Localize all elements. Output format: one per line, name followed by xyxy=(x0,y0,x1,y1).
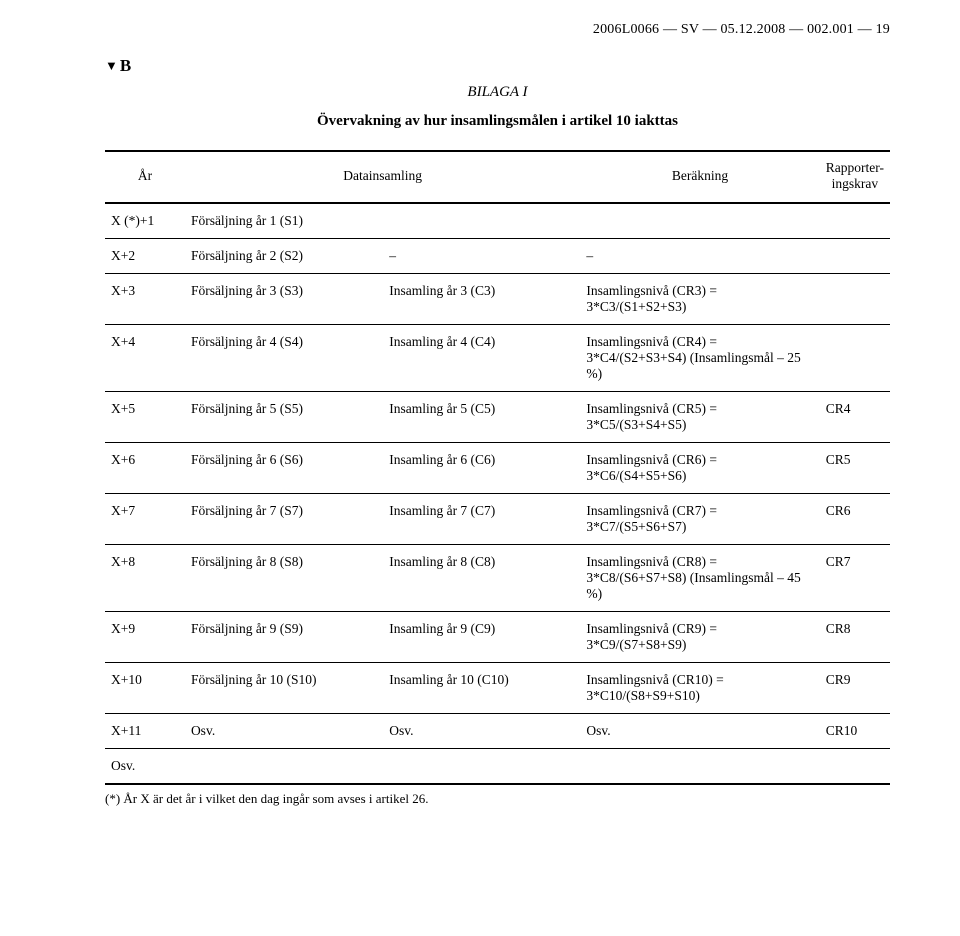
cell-dash: – xyxy=(383,239,580,274)
table-row: X+8 Försäljning år 8 (S8) Insamling år 8… xyxy=(105,545,890,612)
cell-report xyxy=(820,239,890,274)
table-row: X (*)+1 Försäljning år 1 (S1) xyxy=(105,203,890,239)
cell-data xyxy=(185,749,580,785)
cell-calc2: Insamlingsnivå (CR10) = 3*C10/(S8+S9+S10… xyxy=(580,663,819,714)
cell-year: X+11 xyxy=(105,714,185,749)
cell-calc2: Insamlingsnivå (CR7) = 3*C7/(S5+S6+S7) xyxy=(580,494,819,545)
table-row: Osv. xyxy=(105,749,890,785)
cell-data: Försäljning år 6 (S6) xyxy=(185,443,383,494)
table-row: X+10 Försäljning år 10 (S10) Insamling å… xyxy=(105,663,890,714)
cell-data: Försäljning år 8 (S8) xyxy=(185,545,383,612)
cell-year: X+10 xyxy=(105,663,185,714)
cell-dash: – xyxy=(580,239,819,274)
cell-report: CR10 xyxy=(820,714,890,749)
table-footnote: (*) År X är det år i vilket den dag ingå… xyxy=(105,785,890,807)
cell-calc2: Insamlingsnivå (CR5) = 3*C5/(S3+S4+S5) xyxy=(580,392,819,443)
cell-calc1: Insamling år 10 (C10) xyxy=(383,663,580,714)
cell-report xyxy=(820,274,890,325)
cell-calc2: Insamlingsnivå (CR8) = 3*C8/(S6+S7+S8) (… xyxy=(580,545,819,612)
cell-report: CR6 xyxy=(820,494,890,545)
cell-calc2: Insamlingsnivå (CR3) = 3*C3/(S1+S2+S3) xyxy=(580,274,819,325)
cell-year: X+8 xyxy=(105,545,185,612)
cell-report: CR4 xyxy=(820,392,890,443)
cell-report: CR5 xyxy=(820,443,890,494)
cell-data: Försäljning år 1 (S1) xyxy=(185,203,580,239)
cell-data: Försäljning år 7 (S7) xyxy=(185,494,383,545)
cell-year: X+3 xyxy=(105,274,185,325)
col-calc: Beräkning xyxy=(580,151,819,203)
page-title: Övervakning av hur insamlingsmålen i art… xyxy=(105,113,890,130)
cell-data: Försäljning år 5 (S5) xyxy=(185,392,383,443)
cell-calc xyxy=(580,749,819,785)
cell-year: X+2 xyxy=(105,239,185,274)
doc-reference: 2006L0066 — SV — 05.12.2008 — 002.001 — … xyxy=(105,22,890,38)
annex-label: BILAGA I xyxy=(105,84,890,101)
marker-letter: B xyxy=(120,56,131,75)
cell-data: Försäljning år 9 (S9) xyxy=(185,612,383,663)
table-row: X+2 Försäljning år 2 (S2) – – xyxy=(105,239,890,274)
table-row: X+3 Försäljning år 3 (S3) Insamling år 3… xyxy=(105,274,890,325)
table-row: X+5 Försäljning år 5 (S5) Insamling år 5… xyxy=(105,392,890,443)
cell-calc1: Insamling år 7 (C7) xyxy=(383,494,580,545)
cell-year: X+4 xyxy=(105,325,185,392)
table-row: X+4 Försäljning år 4 (S4) Insamling år 4… xyxy=(105,325,890,392)
cell-year: Osv. xyxy=(105,749,185,785)
table-header-row: År Datainsamling Beräkning Rapporter-ing… xyxy=(105,151,890,203)
cell-report: CR8 xyxy=(820,612,890,663)
cell-data: Försäljning år 4 (S4) xyxy=(185,325,383,392)
cell-data: Försäljning år 2 (S2) xyxy=(185,239,383,274)
cell-report: CR7 xyxy=(820,545,890,612)
cell-calc2: Insamlingsnivå (CR4) = 3*C4/(S2+S3+S4) (… xyxy=(580,325,819,392)
cell-year: X+6 xyxy=(105,443,185,494)
cell-calc1: Insamling år 5 (C5) xyxy=(383,392,580,443)
cell-calc2: Insamlingsnivå (CR9) = 3*C9/(S7+S8+S9) xyxy=(580,612,819,663)
cell-report xyxy=(820,749,890,785)
col-data: Datainsamling xyxy=(185,151,580,203)
cell-year: X (*)+1 xyxy=(105,203,185,239)
cell-calc1: Insamling år 8 (C8) xyxy=(383,545,580,612)
cell-data: Försäljning år 3 (S3) xyxy=(185,274,383,325)
table-row: X+11 Osv. Osv. Osv. CR10 xyxy=(105,714,890,749)
cell-year: X+7 xyxy=(105,494,185,545)
cell-calc2: Insamlingsnivå (CR6) = 3*C6/(S4+S5+S6) xyxy=(580,443,819,494)
cell-calc1: Insamling år 3 (C3) xyxy=(383,274,580,325)
cell-year: X+5 xyxy=(105,392,185,443)
cell-calc2: Osv. xyxy=(580,714,819,749)
triangle-icon: ▼ xyxy=(105,58,118,74)
cell-calc1: Osv. xyxy=(383,714,580,749)
cell-report: CR9 xyxy=(820,663,890,714)
col-report: Rapporter-ingskrav xyxy=(820,151,890,203)
col-year: År xyxy=(105,151,185,203)
page: 2006L0066 — SV — 05.12.2008 — 002.001 — … xyxy=(0,0,960,936)
cell-data: Försäljning år 10 (S10) xyxy=(185,663,383,714)
data-table: År Datainsamling Beräkning Rapporter-ing… xyxy=(105,150,890,785)
cell-year: X+9 xyxy=(105,612,185,663)
cell-calc1: Insamling år 9 (C9) xyxy=(383,612,580,663)
cell-data: Osv. xyxy=(185,714,383,749)
cell-calc xyxy=(580,203,819,239)
table-row: X+9 Försäljning år 9 (S9) Insamling år 9… xyxy=(105,612,890,663)
table-row: X+7 Försäljning år 7 (S7) Insamling år 7… xyxy=(105,494,890,545)
cell-calc1: Insamling år 4 (C4) xyxy=(383,325,580,392)
cell-report xyxy=(820,325,890,392)
cell-calc1: Insamling år 6 (C6) xyxy=(383,443,580,494)
table-row: X+6 Försäljning år 6 (S6) Insamling år 6… xyxy=(105,443,890,494)
section-marker: ▼B xyxy=(105,56,890,76)
cell-report xyxy=(820,203,890,239)
table-body: X (*)+1 Försäljning år 1 (S1) X+2 Försäl… xyxy=(105,203,890,784)
